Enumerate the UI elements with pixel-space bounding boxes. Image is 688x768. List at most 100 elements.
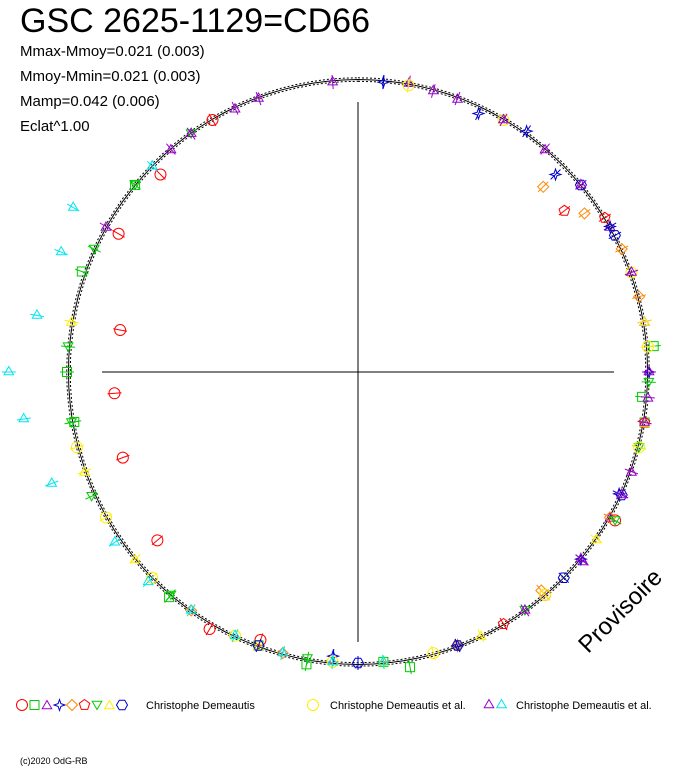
data-point xyxy=(229,629,241,639)
data-point xyxy=(185,129,197,140)
data-point xyxy=(403,77,415,87)
data-point xyxy=(632,290,646,303)
error-bar xyxy=(431,84,436,98)
error-bar xyxy=(112,229,125,238)
data-point xyxy=(70,441,83,454)
data-point xyxy=(62,367,72,377)
data-point xyxy=(65,316,78,326)
data-point xyxy=(229,102,241,113)
data-point xyxy=(451,92,464,103)
data-point xyxy=(616,488,628,499)
data-point xyxy=(405,662,416,673)
error-bar xyxy=(522,125,532,138)
error-bar xyxy=(603,222,617,231)
error-bar xyxy=(305,651,310,666)
legend: Christophe Demeautis Christophe Demeautis… xyxy=(16,697,652,713)
data-point xyxy=(69,417,80,428)
data-point xyxy=(599,211,611,223)
data-point xyxy=(615,489,628,501)
data-point xyxy=(252,640,265,651)
error-bar xyxy=(255,91,262,106)
error-bar xyxy=(578,208,591,218)
data-point xyxy=(46,476,58,487)
data-point xyxy=(539,588,552,601)
data-point xyxy=(142,575,154,586)
error-bar xyxy=(77,468,92,475)
error-bar xyxy=(624,468,639,475)
data-point xyxy=(643,365,655,376)
legend-marker xyxy=(307,699,319,711)
data-point xyxy=(108,387,121,400)
plot-axes xyxy=(102,102,614,642)
data-point xyxy=(497,617,510,629)
stat-mmoy-mmin: Mmoy-Mmin=0.021 (0.003) xyxy=(20,68,201,85)
error-bar xyxy=(231,629,239,643)
error-bar xyxy=(107,392,122,395)
data-point xyxy=(88,244,100,255)
data-point xyxy=(185,603,197,614)
stat-eclat: Eclat^1.00 xyxy=(20,118,90,135)
error-bar xyxy=(142,576,154,588)
series-8-hexagon xyxy=(252,179,629,670)
data-point xyxy=(129,553,141,564)
data-point xyxy=(641,340,654,353)
data-point xyxy=(3,365,15,376)
legend-marker xyxy=(65,698,79,712)
legend-marker xyxy=(52,697,67,713)
data-point xyxy=(608,230,621,241)
data-point xyxy=(451,640,464,651)
data-point xyxy=(109,535,121,546)
data-point xyxy=(327,655,339,666)
data-point xyxy=(519,124,534,139)
data-point xyxy=(427,647,440,660)
data-point xyxy=(535,584,548,597)
data-point xyxy=(575,178,587,189)
data-point xyxy=(402,79,415,92)
error-bar xyxy=(146,160,158,172)
data-point xyxy=(609,516,621,526)
data-point xyxy=(638,416,651,428)
data-point xyxy=(471,106,486,121)
legend-entry-1: Christophe Demeautis et al. xyxy=(307,699,466,712)
data-point xyxy=(519,603,531,614)
data-point xyxy=(575,552,587,563)
data-point xyxy=(276,646,289,660)
error-bar xyxy=(454,91,461,106)
error-bar xyxy=(540,589,550,601)
data-point xyxy=(625,465,638,476)
legend-marker xyxy=(103,699,116,710)
data-point xyxy=(301,654,314,665)
error-bar xyxy=(550,169,561,180)
copyright-credit: (c)2020 OdG-RB xyxy=(20,756,88,766)
legend-marker xyxy=(78,698,91,710)
legend-label: Christophe Demeautis et al. xyxy=(516,700,652,712)
data-point xyxy=(376,75,391,90)
data-point xyxy=(578,207,591,220)
error-bar xyxy=(30,313,44,318)
error-bar xyxy=(186,604,196,617)
data-point xyxy=(475,630,487,640)
data-point xyxy=(55,245,67,256)
legend-marker xyxy=(91,700,103,711)
error-bar xyxy=(637,319,652,324)
error-bar xyxy=(431,646,436,660)
data-point xyxy=(67,201,79,211)
data-point xyxy=(625,265,638,276)
data-point xyxy=(277,646,289,657)
error-bar xyxy=(99,513,113,522)
data-point xyxy=(638,316,651,326)
legend-label: Christophe Demeautis xyxy=(146,700,255,712)
error-bar xyxy=(406,78,411,93)
data-point xyxy=(377,655,389,666)
error-bar xyxy=(129,554,141,564)
data-point xyxy=(497,113,510,124)
data-point xyxy=(351,657,365,669)
error-bar xyxy=(64,420,79,425)
data-point xyxy=(638,415,651,426)
error-bar xyxy=(280,646,285,660)
data-point xyxy=(615,242,628,256)
legend-marker xyxy=(483,698,495,709)
series-11-triangle-star xyxy=(1,159,389,669)
error-bar xyxy=(64,319,79,324)
error-bar xyxy=(205,622,214,636)
